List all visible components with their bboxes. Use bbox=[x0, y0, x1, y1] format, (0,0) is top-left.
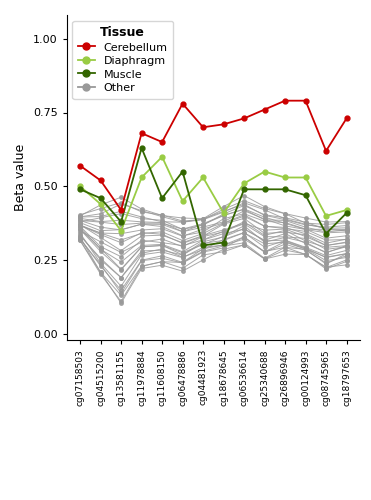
Diaphragm bbox=[283, 174, 287, 180]
Cerebellum bbox=[160, 139, 164, 145]
Cerebellum bbox=[119, 207, 123, 213]
Diaphragm bbox=[344, 207, 349, 213]
Diaphragm bbox=[201, 174, 205, 180]
Muscle bbox=[78, 186, 82, 192]
Muscle bbox=[303, 192, 308, 198]
Cerebellum bbox=[221, 122, 226, 128]
Diaphragm bbox=[262, 168, 267, 174]
Cerebellum bbox=[242, 116, 246, 121]
Cerebellum bbox=[283, 98, 287, 103]
Muscle bbox=[344, 210, 349, 216]
Muscle bbox=[139, 145, 144, 151]
Diaphragm bbox=[119, 228, 123, 234]
Y-axis label: Beta value: Beta value bbox=[14, 144, 27, 211]
Line: Cerebellum: Cerebellum bbox=[78, 98, 349, 212]
Cerebellum bbox=[201, 124, 205, 130]
Diaphragm bbox=[242, 180, 246, 186]
Diaphragm bbox=[78, 184, 82, 190]
Cerebellum bbox=[262, 106, 267, 112]
Diaphragm bbox=[221, 210, 226, 216]
Cerebellum bbox=[344, 116, 349, 121]
Muscle bbox=[242, 186, 246, 192]
Muscle bbox=[98, 195, 103, 201]
Line: Muscle: Muscle bbox=[78, 146, 349, 248]
Muscle bbox=[262, 186, 267, 192]
Legend: Cerebellum, Diaphragm, Muscle, Other: Cerebellum, Diaphragm, Muscle, Other bbox=[72, 20, 173, 99]
Diaphragm bbox=[98, 201, 103, 207]
Diaphragm bbox=[303, 174, 308, 180]
Cerebellum bbox=[98, 178, 103, 184]
Muscle bbox=[283, 186, 287, 192]
Cerebellum bbox=[180, 100, 185, 106]
Muscle bbox=[324, 230, 328, 236]
Muscle bbox=[119, 219, 123, 225]
Muscle bbox=[201, 242, 205, 248]
Cerebellum bbox=[139, 130, 144, 136]
Line: Diaphragm: Diaphragm bbox=[78, 154, 349, 233]
Muscle bbox=[221, 240, 226, 246]
Muscle bbox=[160, 195, 164, 201]
Cerebellum bbox=[303, 98, 308, 103]
Cerebellum bbox=[78, 162, 82, 168]
Diaphragm bbox=[160, 154, 164, 160]
Diaphragm bbox=[139, 174, 144, 180]
Cerebellum bbox=[324, 148, 328, 154]
Diaphragm bbox=[180, 198, 185, 204]
Diaphragm bbox=[324, 213, 328, 219]
Muscle bbox=[180, 168, 185, 174]
